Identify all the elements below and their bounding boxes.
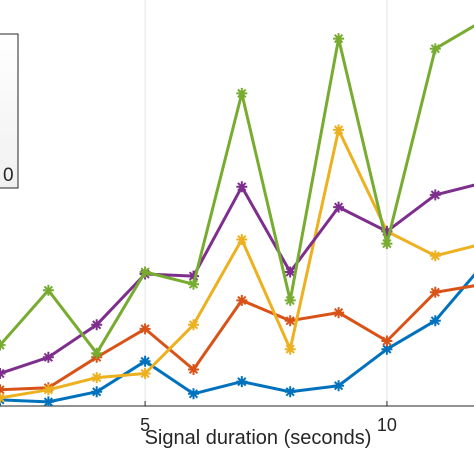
data-point-marker: [284, 343, 296, 355]
data-point-marker: [139, 355, 151, 367]
data-point-marker: [42, 384, 54, 396]
data-point-marker: [139, 323, 151, 335]
data-point-marker: [42, 351, 54, 363]
series-line-4: [0, 183, 474, 375]
data-point-marker: [333, 201, 345, 213]
data-point-marker: [0, 392, 6, 404]
data-point-marker: [333, 33, 345, 45]
data-point-marker: [381, 335, 393, 347]
x-ticks: [144, 401, 388, 406]
legend-box: [0, 33, 19, 189]
series-group: [0, 24, 474, 406]
series-line-3: [0, 128, 474, 400]
data-point-marker: [91, 347, 103, 359]
data-point-marker: [381, 343, 393, 355]
x-axis-label: Signal duration (seconds): [145, 427, 372, 449]
data-point-marker: [381, 238, 393, 250]
data-point-marker: [333, 380, 345, 392]
data-point-marker: [333, 307, 345, 319]
data-point-marker: [188, 388, 199, 400]
data-point-marker: [429, 250, 441, 262]
data-point-marker: [333, 124, 345, 136]
data-point-marker: [236, 294, 248, 306]
data-point-marker: [284, 266, 296, 278]
x-tick-labels: 5 10: [140, 415, 397, 435]
data-point-marker: [236, 376, 248, 388]
data-point-marker: [236, 181, 248, 193]
data-point-marker: [91, 386, 103, 398]
data-point-marker: [188, 278, 199, 290]
data-point-marker: [429, 315, 441, 327]
x-tick-label: 5: [140, 415, 150, 435]
data-point-marker: [236, 234, 248, 245]
data-point-marker: [284, 315, 296, 327]
data-point-marker: [188, 270, 199, 282]
x-tick-label: 10: [377, 415, 397, 435]
data-point-marker: [42, 396, 54, 406]
data-point-marker: [429, 286, 441, 298]
data-point-marker: [139, 266, 151, 278]
data-point-marker: [91, 319, 103, 331]
data-point-marker: [188, 319, 199, 331]
data-point-marker: [188, 364, 199, 375]
data-point-marker: [284, 386, 296, 398]
data-point-marker: [42, 284, 54, 296]
legend: 0: [0, 33, 19, 189]
data-point-marker: [381, 225, 393, 237]
data-point-marker: [429, 189, 441, 201]
data-point-marker: [429, 43, 441, 55]
legend-entry-text: 0: [3, 165, 14, 186]
data-point-marker: [284, 294, 296, 306]
data-point-marker: [236, 87, 248, 99]
data-point-marker: [139, 368, 151, 379]
data-point-marker: [91, 372, 103, 384]
data-point-marker: [0, 368, 6, 379]
